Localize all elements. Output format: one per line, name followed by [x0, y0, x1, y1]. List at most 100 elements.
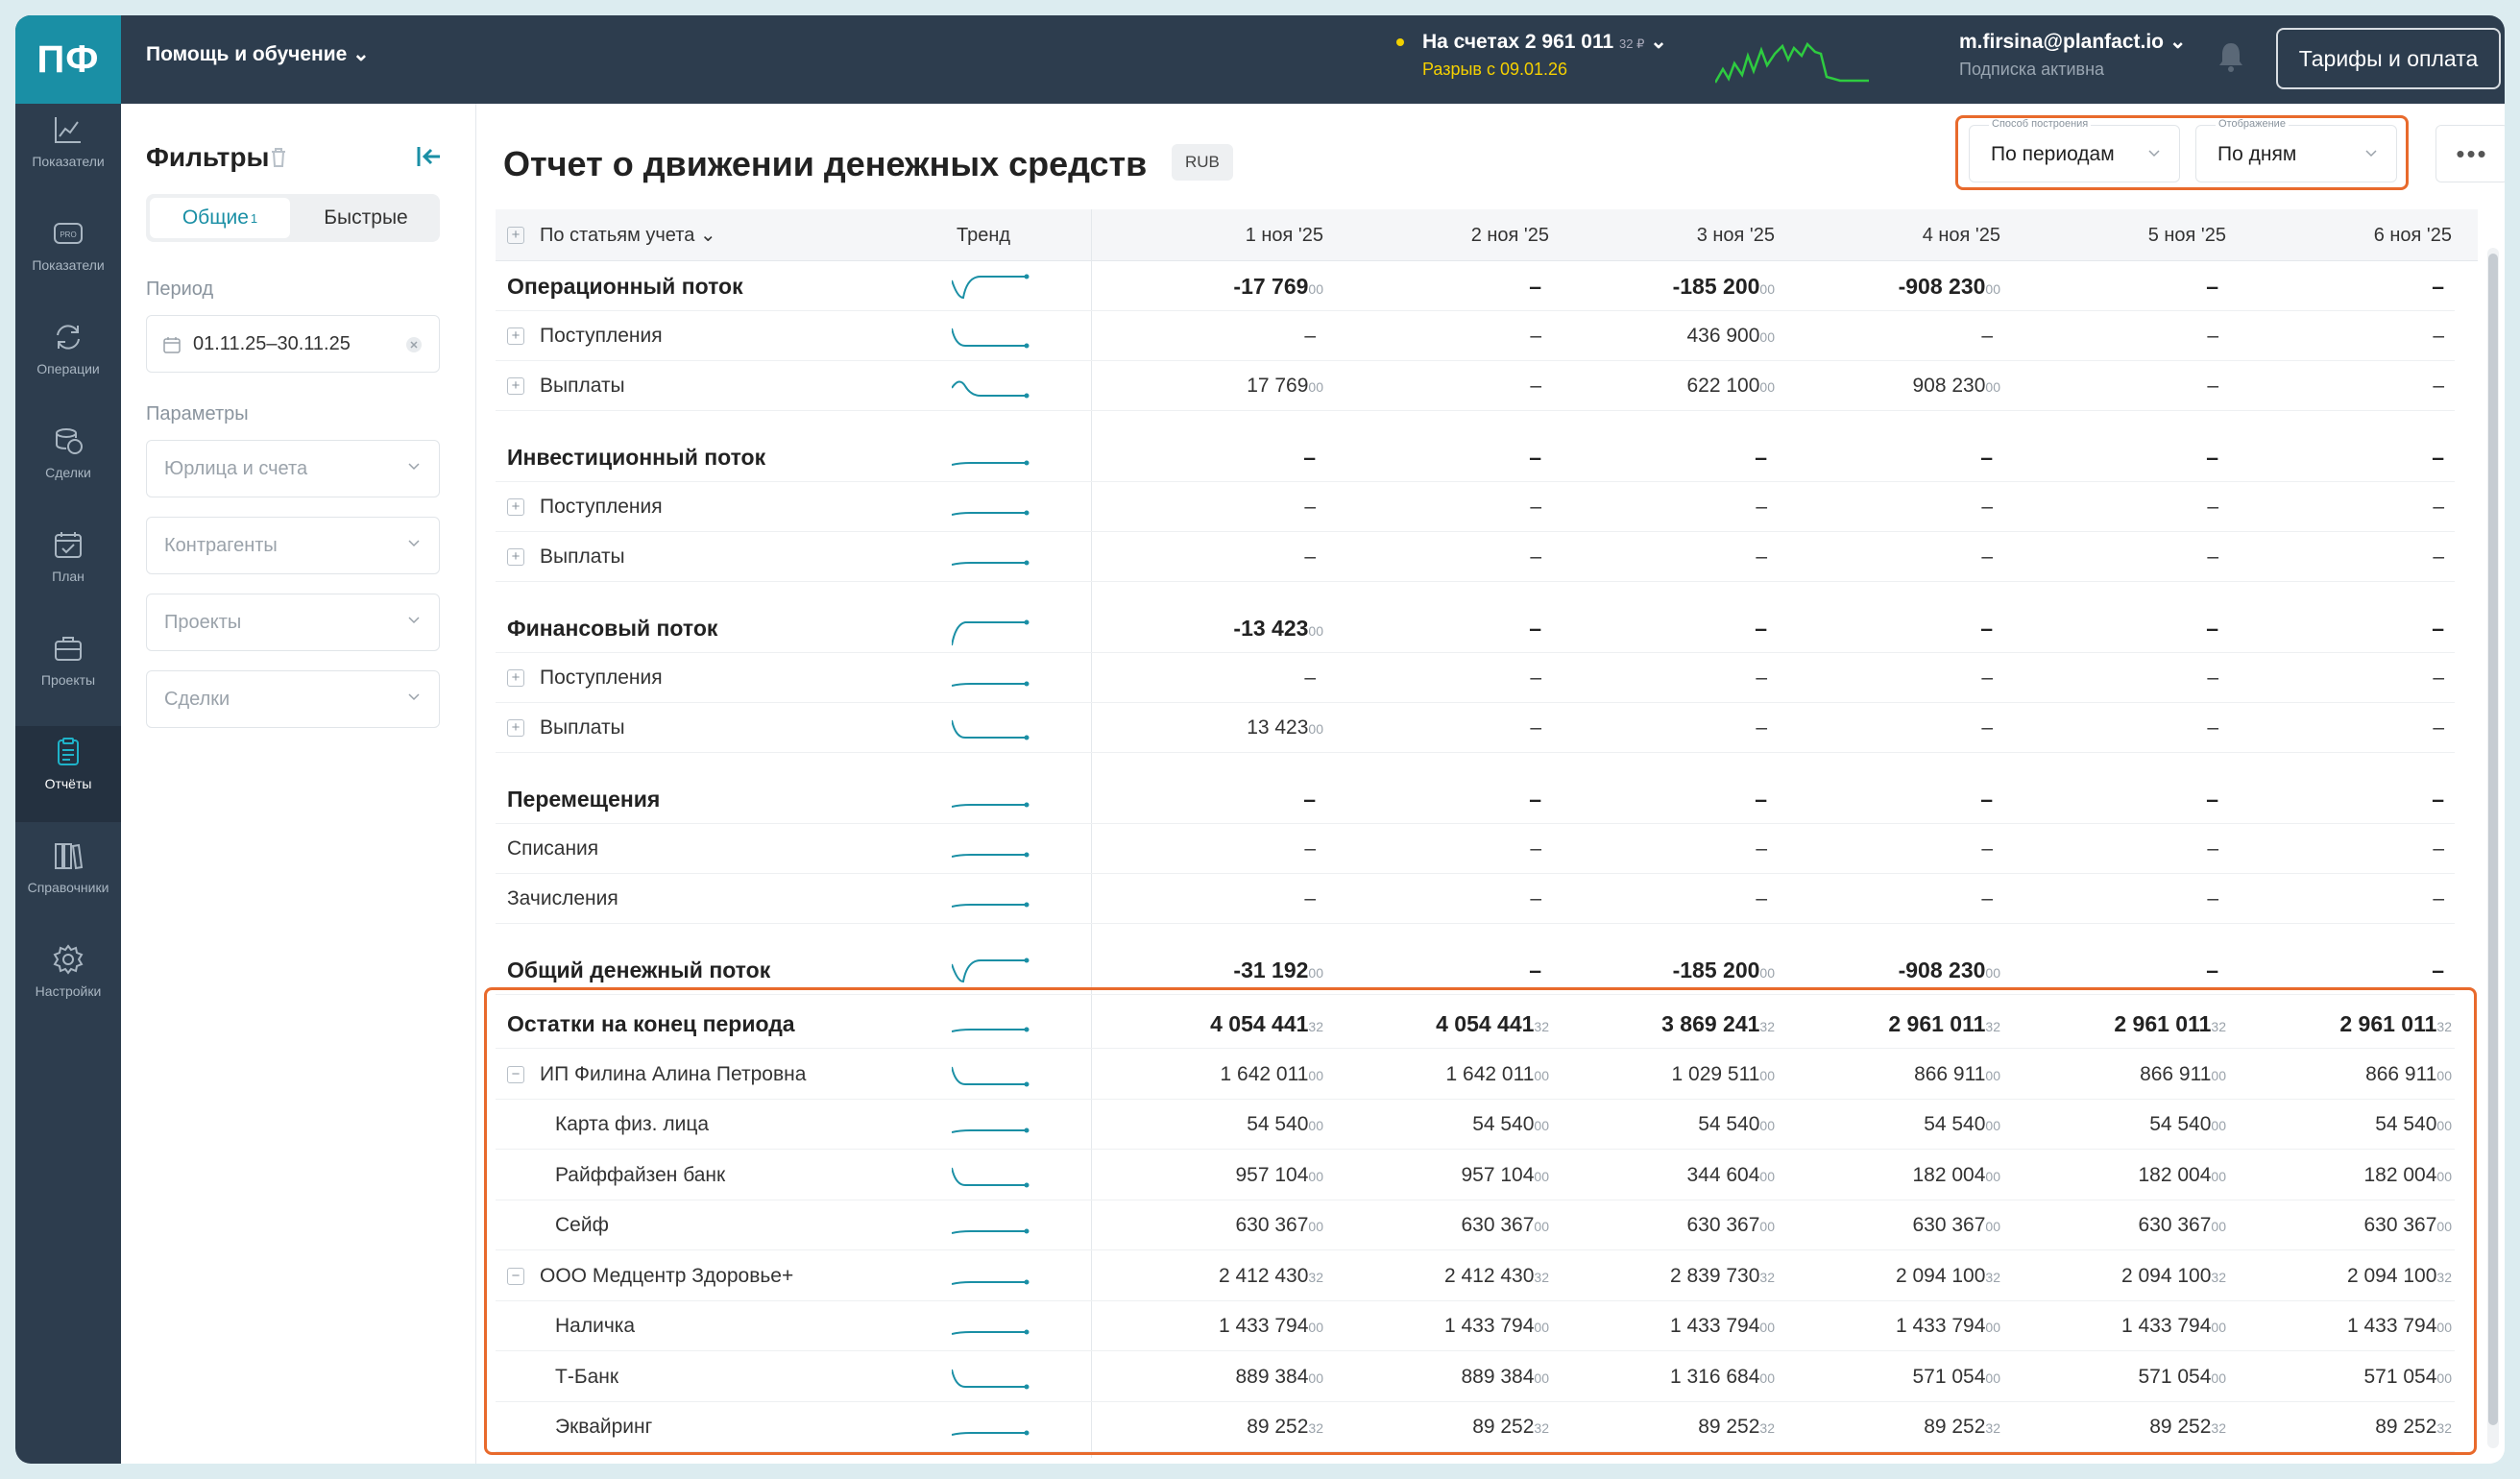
table-row[interactable]: + Выплаты 17 76900–622 10000 908 23000– –	[496, 361, 2455, 411]
table-cell[interactable]: –	[1575, 774, 1767, 824]
user-menu[interactable]: m.firsina@planfact.io ⌄	[1959, 30, 2186, 54]
table-cell[interactable]: –	[2252, 874, 2444, 924]
table-group-row[interactable]: Инвестиционный поток – – – – – –	[496, 432, 2455, 482]
table-cell[interactable]: 13 42300	[1131, 703, 1323, 753]
table-cell[interactable]: –	[2252, 361, 2444, 411]
table-row[interactable]: Т-Банк 889 38400 889 38400 1 316 68400 571 0…	[496, 1352, 2455, 1402]
table-cell[interactable]: –	[1349, 653, 1541, 703]
table-cell[interactable]: –	[2252, 311, 2444, 361]
collapse-row-icon[interactable]: −	[507, 1267, 524, 1285]
table-cell[interactable]: 2 094 10032	[1808, 1251, 2000, 1301]
table-cell[interactable]: 54 54000	[1131, 1100, 1323, 1150]
table-row[interactable]: Карта физ. лица 54 54000 54 54000 54 54000 5…	[496, 1100, 2455, 1150]
table-cell[interactable]: –	[1124, 482, 1316, 532]
expand-row-icon[interactable]: +	[507, 719, 524, 737]
table-cell[interactable]: 436 90000	[1583, 311, 1776, 361]
sidebar-item-settings[interactable]: Настройки	[15, 933, 121, 1030]
sidebar-item-deals[interactable]: Сделки	[15, 415, 121, 511]
table-cell[interactable]: 889 38400	[1357, 1352, 1550, 1402]
collapse-panel-icon[interactable]	[415, 144, 442, 169]
table-cell[interactable]: –	[2252, 482, 2444, 532]
table-cell[interactable]: 54 54000	[2260, 1100, 2452, 1150]
table-cell[interactable]: 3 869 24132	[1583, 999, 1775, 1049]
table-cell[interactable]: 630 36700	[1583, 1200, 1776, 1250]
table-cell[interactable]: –	[1801, 432, 1993, 482]
table-cell[interactable]: –	[1349, 482, 1541, 532]
legal-entities-select[interactable]: Юрлица и счета	[146, 440, 440, 497]
table-cell[interactable]: 4 054 44132	[1357, 999, 1549, 1049]
table-cell[interactable]: –	[2252, 824, 2444, 874]
table-cell[interactable]: –	[1801, 603, 1993, 653]
table-row[interactable]: Эквайринг 89 25232 89 25232 89 25232 89 2523…	[496, 1402, 2455, 1452]
table-cell[interactable]: 89 25232	[2034, 1402, 2226, 1452]
table-cell[interactable]: 182 00400	[2260, 1151, 2453, 1200]
table-cell[interactable]: –	[2026, 945, 2218, 995]
table-cell[interactable]: –	[1349, 261, 1541, 311]
tab-quick[interactable]: Быстрые	[324, 206, 408, 229]
table-cell[interactable]: 4 054 44132	[1131, 999, 1323, 1049]
table-cell[interactable]: –	[2026, 311, 2218, 361]
table-cell[interactable]: –	[2252, 945, 2444, 995]
table-cell[interactable]: –	[1575, 603, 1767, 653]
table-cell[interactable]: 89 25232	[1808, 1402, 2000, 1452]
table-cell[interactable]: –	[2252, 432, 2444, 482]
table-cell[interactable]: –	[2252, 703, 2444, 753]
table-cell[interactable]: 89 25232	[1131, 1402, 1323, 1452]
table-cell[interactable]: 17 76900	[1131, 361, 1323, 411]
table-cell[interactable]: -908 23000	[1808, 945, 2000, 995]
sidebar-item-reports[interactable]: Отчёты	[15, 726, 121, 822]
table-cell[interactable]: –	[1575, 874, 1767, 924]
table-cell[interactable]: –	[1575, 824, 1767, 874]
table-cell[interactable]: –	[1349, 945, 1541, 995]
table-cell[interactable]: –	[2026, 824, 2218, 874]
table-cell[interactable]: 2 412 43032	[1357, 1251, 1549, 1301]
table-cell[interactable]: –	[2026, 703, 2218, 753]
table-cell[interactable]: 957 10400	[1131, 1151, 1324, 1200]
balance-summary[interactable]: На счетах 2 961 011 32 ₽ ⌄	[1422, 30, 1667, 54]
table-cell[interactable]: –	[1801, 774, 1993, 824]
table-cell[interactable]: –	[1124, 311, 1316, 361]
sidebar-item-plan[interactable]: План	[15, 519, 121, 615]
trash-icon[interactable]	[269, 146, 288, 169]
table-cell[interactable]: –	[2252, 653, 2444, 703]
table-cell[interactable]: –	[1575, 482, 1767, 532]
table-cell[interactable]: –	[1349, 603, 1541, 653]
table-cell[interactable]: –	[2026, 361, 2218, 411]
table-cell[interactable]: –	[1124, 874, 1316, 924]
table-cell[interactable]: 866 91100	[2034, 1050, 2226, 1100]
table-cell[interactable]: 630 36700	[2260, 1200, 2453, 1250]
table-cell[interactable]: -185 20000	[1583, 945, 1775, 995]
table-cell[interactable]: 54 54000	[1583, 1100, 1775, 1150]
clear-icon[interactable]	[404, 335, 424, 354]
table-cell[interactable]: 54 54000	[1357, 1100, 1549, 1150]
table-cell[interactable]: –	[1124, 653, 1316, 703]
table-cell[interactable]: 866 91100	[1808, 1050, 2000, 1100]
tab-general[interactable]: Общие 1	[150, 198, 290, 238]
table-cell[interactable]: 1 642 01100	[1131, 1050, 1323, 1100]
table-cell[interactable]: 1 433 79400	[2034, 1301, 2226, 1351]
currency-badge[interactable]: RUB	[1172, 144, 1233, 181]
table-row[interactable]: Списания – – – – – –	[496, 824, 2455, 874]
table-cell[interactable]: –	[1801, 653, 1993, 703]
table-cell[interactable]: -908 23000	[1808, 261, 2000, 311]
table-cell[interactable]: 957 10400	[1357, 1151, 1550, 1200]
sidebar-item-operations[interactable]: Операции	[15, 311, 121, 407]
table-cell[interactable]: 889 38400	[1131, 1352, 1324, 1402]
table-cell[interactable]: –	[1349, 874, 1541, 924]
table-cell[interactable]: 2 961 01132	[2260, 999, 2452, 1049]
table-cell[interactable]: –	[2252, 261, 2444, 311]
table-cell[interactable]: 908 23000	[1808, 361, 2001, 411]
vertical-scrollbar[interactable]	[2487, 248, 2499, 1448]
table-cell[interactable]: –	[2026, 532, 2218, 582]
sidebar-item-projects[interactable]: Проекты	[15, 622, 121, 718]
expand-row-icon[interactable]: +	[507, 327, 524, 345]
table-cell[interactable]: -17 76900	[1131, 261, 1323, 311]
sidebar-item-indicators-pro[interactable]: PRO Показатели	[15, 207, 121, 303]
table-cell[interactable]: –	[1349, 361, 1541, 411]
table-row[interactable]: + Выплаты 13 42300 – – – – –	[496, 703, 2455, 753]
table-group-row[interactable]: Остатки на конец периода 4 054 44132 4 054…	[496, 999, 2455, 1049]
table-cell[interactable]: –	[1801, 532, 1993, 582]
build-method-select[interactable]: Способ построения По периодам	[1969, 118, 2180, 182]
more-button[interactable]: •••	[2435, 125, 2505, 182]
table-cell[interactable]: 54 54000	[1808, 1100, 2000, 1150]
